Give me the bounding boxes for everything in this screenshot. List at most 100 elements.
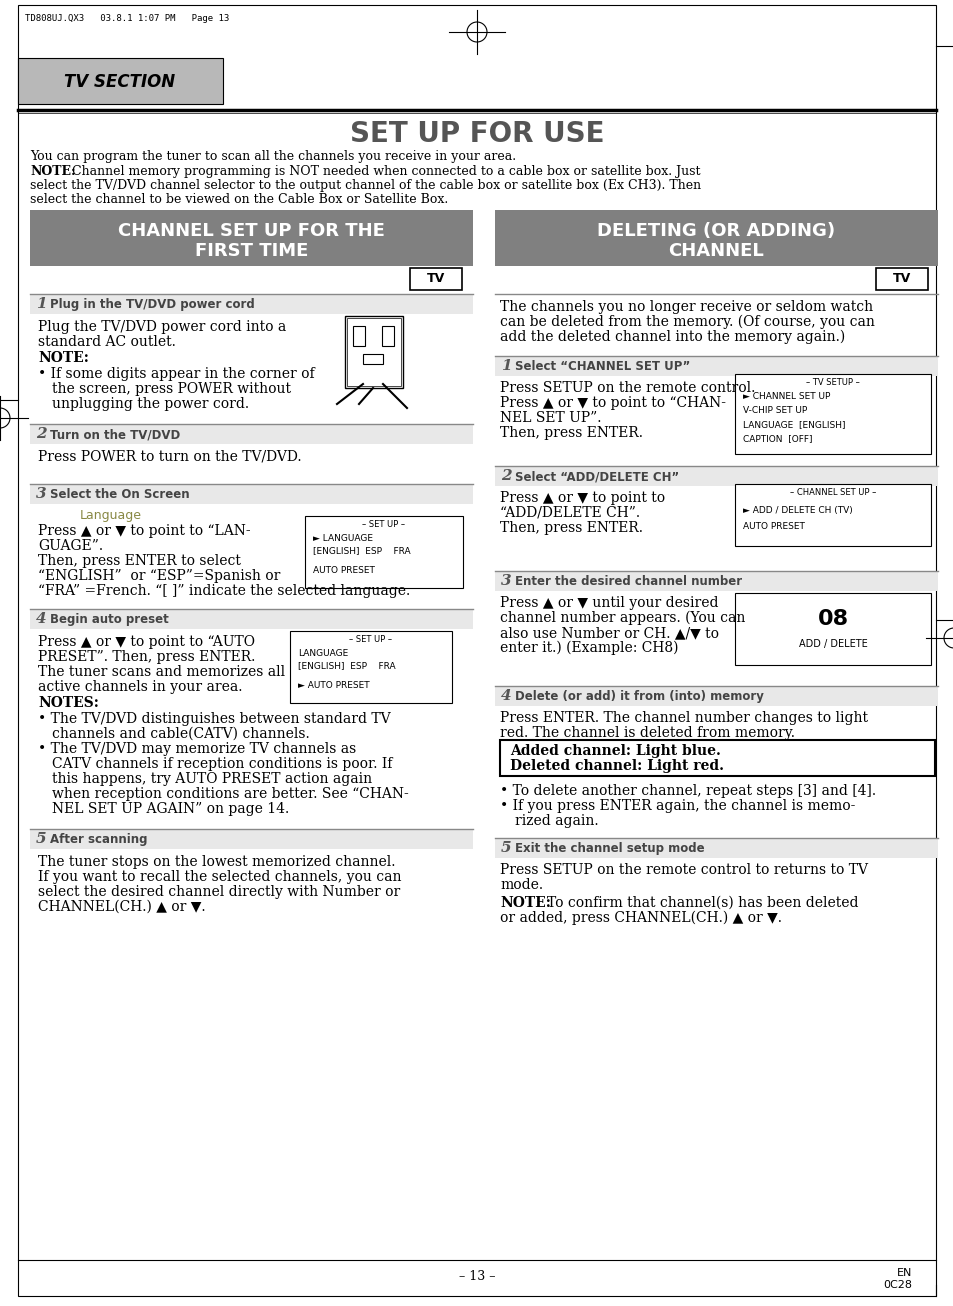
Text: – SET UP –: – SET UP – (362, 520, 405, 529)
Text: [ENGLISH]  ESP    FRA: [ENGLISH] ESP FRA (297, 661, 395, 670)
Text: 3: 3 (500, 575, 511, 588)
Text: add the deleted channel into the memory again.): add the deleted channel into the memory … (499, 330, 844, 345)
Text: this happens, try AUTO PRESET action again: this happens, try AUTO PRESET action aga… (52, 772, 372, 786)
Text: channels and cable(CATV) channels.: channels and cable(CATV) channels. (52, 727, 310, 741)
Text: ► AUTO PRESET: ► AUTO PRESET (297, 680, 369, 690)
Bar (30, 210, 473, 266)
Text: can be deleted from the memory. (Of course, you can: can be deleted from the memory. (Of cour… (499, 315, 874, 329)
Text: Press SETUP on the remote control to returns to TV: Press SETUP on the remote control to ret… (499, 863, 867, 878)
Text: NEL SET UP”.: NEL SET UP”. (499, 411, 601, 424)
Text: Added channel: Light blue.: Added channel: Light blue. (510, 744, 720, 757)
Text: NOTE:: NOTE: (38, 351, 89, 364)
Bar (290, 631, 452, 703)
Text: – CHANNEL SET UP –: – CHANNEL SET UP – (789, 488, 875, 498)
Text: 5: 5 (500, 841, 511, 855)
Bar (734, 593, 930, 665)
Text: mode.: mode. (499, 878, 542, 892)
Text: ADD / DELETE: ADD / DELETE (798, 639, 866, 649)
Text: select the TV/DVD channel selector to the output channel of the cable box or sat: select the TV/DVD channel selector to th… (30, 179, 700, 192)
Text: Language: Language (80, 509, 142, 522)
Text: TD808UJ.QX3   03.8.1 1:07 PM   Page 13: TD808UJ.QX3 03.8.1 1:07 PM Page 13 (25, 14, 229, 24)
Text: 2: 2 (36, 427, 47, 441)
Text: FIRST TIME: FIRST TIME (194, 242, 308, 260)
Bar (363, 354, 382, 364)
Bar (347, 317, 400, 387)
Text: Then, press ENTER.: Then, press ENTER. (499, 426, 642, 440)
Text: when reception conditions are better. See “CHAN-: when reception conditions are better. Se… (52, 788, 408, 801)
Text: Press SETUP on the remote control.: Press SETUP on the remote control. (499, 381, 755, 394)
Text: Press POWER to turn on the TV/DVD.: Press POWER to turn on the TV/DVD. (38, 451, 301, 464)
Text: CHANNEL(CH.) ▲ or ▼.: CHANNEL(CH.) ▲ or ▼. (38, 900, 206, 914)
Text: unplugging the power cord.: unplugging the power cord. (52, 397, 249, 411)
Text: 1: 1 (500, 359, 511, 374)
Text: Then, press ENTER to select: Then, press ENTER to select (38, 554, 240, 568)
Text: select the channel to be viewed on the Cable Box or Satellite Box.: select the channel to be viewed on the C… (30, 193, 448, 206)
Text: DELETING (OR ADDING): DELETING (OR ADDING) (597, 222, 835, 240)
Bar (495, 838, 937, 858)
Text: AUTO PRESET: AUTO PRESET (742, 522, 804, 532)
Text: CHANNEL: CHANNEL (668, 242, 763, 260)
Text: Press ▲ or ▼ to point to “LAN-: Press ▲ or ▼ to point to “LAN- (38, 524, 251, 538)
Text: After scanning: After scanning (50, 833, 148, 846)
Text: Begin auto preset: Begin auto preset (50, 613, 169, 626)
Text: Exit the channel setup mode: Exit the channel setup mode (515, 842, 704, 855)
Bar (30, 829, 473, 849)
Ellipse shape (943, 628, 953, 648)
Text: CATV channels if reception conditions is poor. If: CATV channels if reception conditions is… (52, 757, 392, 771)
Text: • If some digits appear in the corner of: • If some digits appear in the corner of (38, 367, 314, 381)
Text: The channels you no longer receive or seldom watch: The channels you no longer receive or se… (499, 300, 872, 313)
Text: 0C28: 0C28 (882, 1280, 911, 1290)
Text: Press ▲ or ▼ to point to “CHAN-: Press ▲ or ▼ to point to “CHAN- (499, 396, 725, 410)
Text: Turn on the TV/DVD: Turn on the TV/DVD (50, 428, 180, 441)
Text: red. The channel is deleted from memory.: red. The channel is deleted from memory. (499, 726, 794, 741)
Text: 08: 08 (817, 609, 847, 629)
Text: or added, press CHANNEL(CH.) ▲ or ▼.: or added, press CHANNEL(CH.) ▲ or ▼. (499, 912, 781, 926)
Text: select the desired channel directly with Number or: select the desired channel directly with… (38, 885, 400, 899)
Text: 3: 3 (36, 487, 47, 502)
Text: LANGUAGE  [ENGLISH]: LANGUAGE [ENGLISH] (742, 421, 844, 428)
Text: NEL SET UP AGAIN” on page 14.: NEL SET UP AGAIN” on page 14. (52, 802, 289, 816)
Bar (495, 210, 937, 266)
Text: NOTE:: NOTE: (30, 165, 75, 178)
Text: Plug in the TV/DVD power cord: Plug in the TV/DVD power cord (50, 298, 254, 311)
Bar (30, 294, 473, 313)
Text: channel number appears. (You can: channel number appears. (You can (499, 611, 744, 626)
Text: ► ADD / DELETE CH (TV): ► ADD / DELETE CH (TV) (742, 505, 852, 515)
Bar (495, 357, 937, 376)
Text: • The TV/DVD may memorize TV channels as: • The TV/DVD may memorize TV channels as (38, 742, 355, 756)
Text: Enter the desired channel number: Enter the desired channel number (515, 575, 741, 588)
Text: SET UP FOR USE: SET UP FOR USE (350, 120, 603, 148)
Text: PRESET”. Then, press ENTER.: PRESET”. Then, press ENTER. (38, 650, 255, 663)
Text: [ENGLISH]  ESP    FRA: [ENGLISH] ESP FRA (313, 546, 410, 555)
Bar (499, 741, 934, 776)
Text: TV: TV (426, 273, 445, 286)
Bar (875, 268, 927, 290)
Text: NOTES:: NOTES: (38, 696, 99, 710)
Bar (410, 268, 461, 290)
Text: The tuner scans and memorizes all: The tuner scans and memorizes all (38, 665, 285, 679)
Ellipse shape (0, 407, 10, 428)
Text: EN: EN (896, 1268, 911, 1279)
Text: 1: 1 (36, 296, 47, 311)
Text: the screen, press POWER without: the screen, press POWER without (52, 381, 291, 396)
Bar (30, 609, 473, 629)
Text: – SET UP –: – SET UP – (349, 635, 392, 644)
Text: If you want to recall the selected channels, you can: If you want to recall the selected chann… (38, 870, 401, 884)
Bar (305, 516, 462, 588)
Text: You can program the tuner to scan all the channels you receive in your area.: You can program the tuner to scan all th… (30, 150, 516, 163)
Bar (30, 424, 473, 444)
Text: • To delete another channel, repeat steps [3] and [4].: • To delete another channel, repeat step… (499, 784, 875, 798)
Text: Press ▲ or ▼ to point to: Press ▲ or ▼ to point to (499, 491, 664, 505)
Text: enter it.) (Example: CH8): enter it.) (Example: CH8) (499, 641, 678, 656)
Text: 5: 5 (36, 832, 47, 846)
Bar (495, 466, 937, 486)
Bar (734, 374, 930, 454)
Text: standard AC outlet.: standard AC outlet. (38, 336, 175, 349)
Text: AUTO PRESET: AUTO PRESET (313, 565, 375, 575)
Ellipse shape (467, 22, 486, 42)
Bar (734, 485, 930, 546)
Bar (345, 316, 402, 388)
Bar (353, 326, 365, 346)
Text: 4: 4 (36, 613, 47, 626)
Text: TV: TV (892, 273, 910, 286)
